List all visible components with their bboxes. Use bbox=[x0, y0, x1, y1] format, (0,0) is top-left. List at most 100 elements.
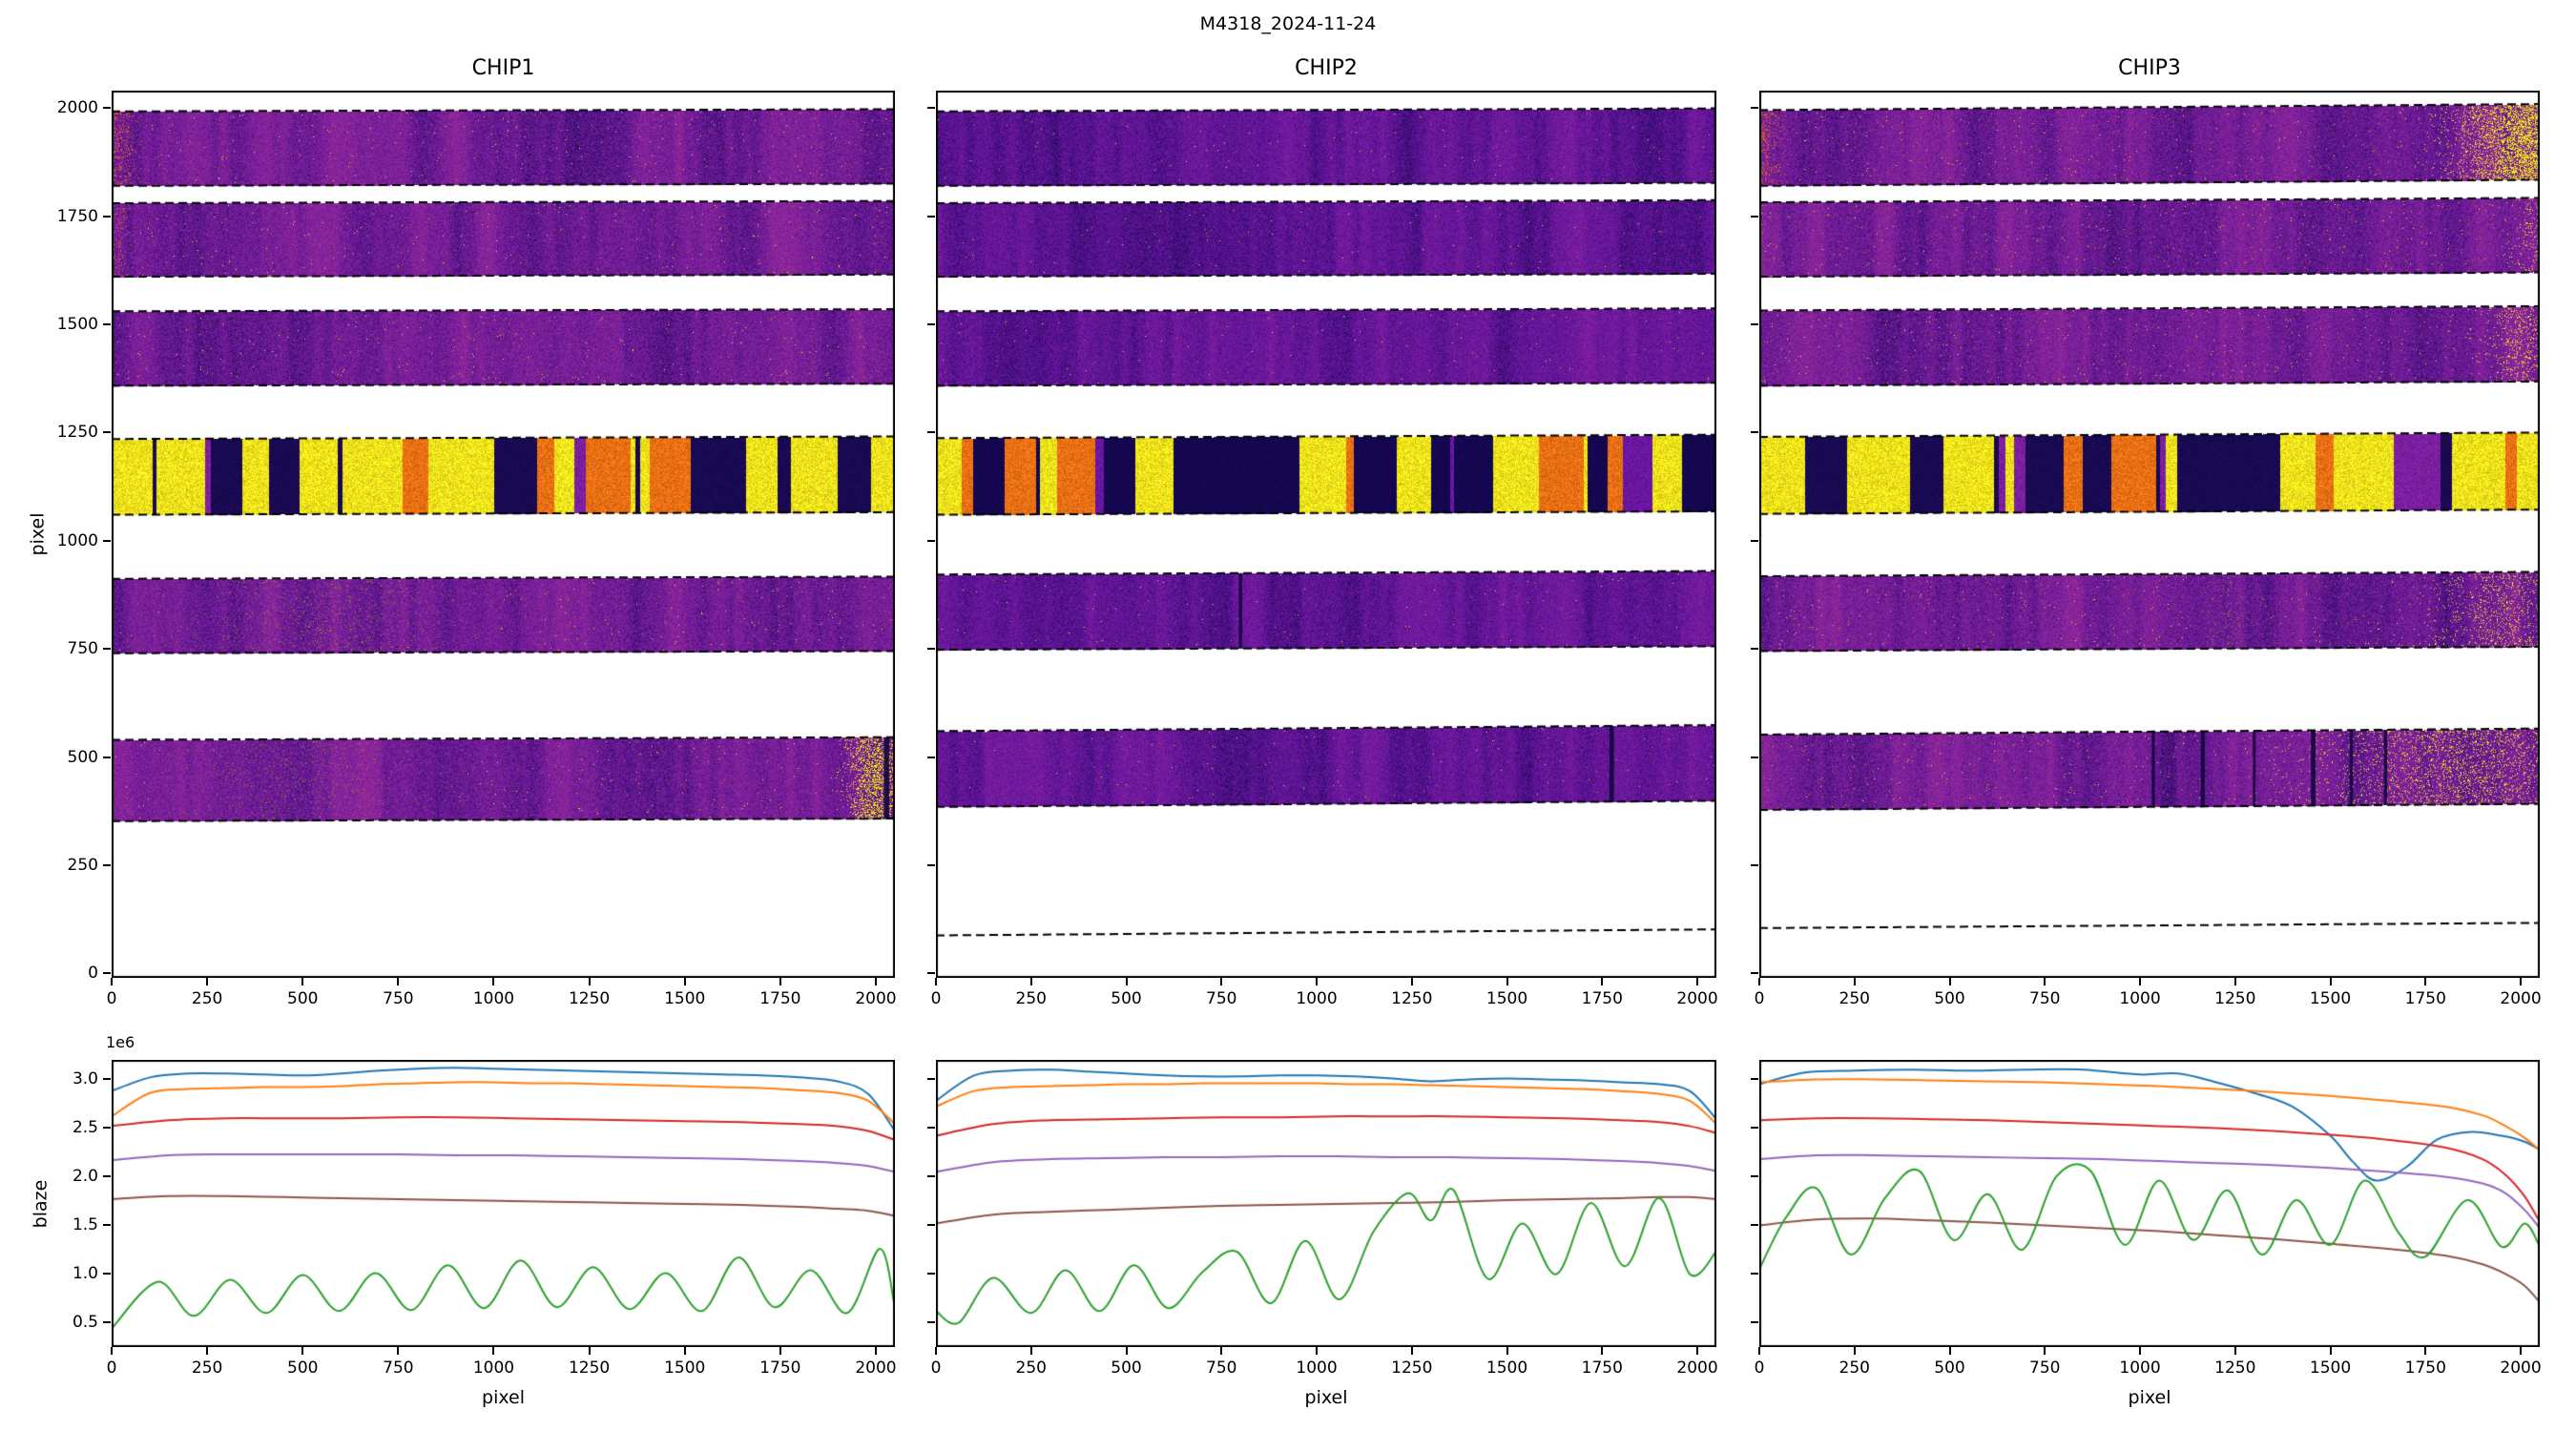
y-tick bbox=[103, 1224, 111, 1227]
x-tick-label: 1750 bbox=[2404, 1358, 2446, 1378]
x-tick-label: 750 bbox=[2029, 989, 2061, 1008]
x-tick bbox=[1601, 1347, 1604, 1355]
y-tick bbox=[1751, 756, 1758, 758]
chip1-image-canvas bbox=[112, 91, 895, 978]
x-tick bbox=[1853, 1347, 1856, 1355]
x-tick bbox=[588, 978, 591, 985]
x-tick bbox=[1220, 978, 1223, 985]
y-tick-label: 250 bbox=[67, 856, 98, 876]
y-tick bbox=[927, 1175, 935, 1178]
x-tick-label: 250 bbox=[191, 989, 223, 1008]
y-tick bbox=[103, 431, 111, 434]
y-tick bbox=[1751, 1321, 1758, 1324]
x-tick bbox=[2520, 1347, 2523, 1355]
y-tick bbox=[1751, 322, 1758, 325]
y-tick bbox=[927, 107, 935, 110]
chip2-title: CHIP2 bbox=[1295, 56, 1358, 80]
x-tick-label: 1000 bbox=[472, 989, 515, 1008]
chip3-title: CHIP3 bbox=[2118, 56, 2181, 80]
y-tick-label: 500 bbox=[67, 747, 98, 767]
x-tick-label: 1000 bbox=[472, 1358, 515, 1378]
x-tick-label: 1500 bbox=[664, 989, 706, 1008]
x-tick bbox=[874, 1347, 877, 1355]
x-tick-label: 1250 bbox=[1391, 1358, 1433, 1378]
x-tick-label: 0 bbox=[1754, 1358, 1765, 1378]
y-tick bbox=[103, 972, 111, 975]
x-tick bbox=[1220, 1347, 1223, 1355]
x-tick bbox=[1316, 978, 1319, 985]
x-tick-label: 500 bbox=[287, 989, 319, 1008]
x-tick-label: 2000 bbox=[2500, 989, 2542, 1008]
x-tick bbox=[111, 1347, 113, 1355]
y-tick-label: 0.5 bbox=[72, 1313, 98, 1333]
y-tick bbox=[927, 215, 935, 218]
x-tick-label: 750 bbox=[383, 989, 414, 1008]
x-tick bbox=[2329, 1347, 2332, 1355]
y-tick bbox=[103, 864, 111, 867]
x-tick bbox=[492, 1347, 495, 1355]
x-tick bbox=[1506, 978, 1508, 985]
chip1-blaze-canvas bbox=[112, 1060, 895, 1347]
x-tick-label: 250 bbox=[1015, 1358, 1047, 1378]
x-tick bbox=[1410, 1347, 1413, 1355]
pixel-x-axis-label-3: pixel bbox=[2128, 1387, 2171, 1408]
x-tick-label: 1000 bbox=[1296, 1358, 1338, 1378]
x-tick-label: 1750 bbox=[1581, 1358, 1623, 1378]
x-tick-label: 250 bbox=[1839, 1358, 1870, 1378]
y-tick-label: 1750 bbox=[56, 206, 98, 226]
x-tick-label: 1000 bbox=[1296, 989, 1338, 1008]
chip3-blaze-panel: pixel 0 250 500 750 1000 1250 1500 1750 2000 bbox=[1751, 1060, 2542, 1408]
y-tick bbox=[927, 1127, 935, 1130]
y-tick-label: 1.0 bbox=[72, 1264, 98, 1284]
y-tick bbox=[1751, 1175, 1758, 1178]
x-tick-label: 750 bbox=[2029, 1358, 2061, 1378]
chip2-blaze-panel: pixel 0 250 500 750 1000 1250 1500 1750 2000 bbox=[927, 1060, 1718, 1408]
x-tick-label: 0 bbox=[1754, 989, 1765, 1008]
x-tick-label: 1250 bbox=[568, 1358, 611, 1378]
x-tick bbox=[301, 1347, 304, 1355]
x-tick-label: 1500 bbox=[664, 1358, 706, 1378]
x-tick-label: 0 bbox=[106, 989, 117, 1008]
x-tick bbox=[2044, 978, 2046, 985]
x-tick-label: 250 bbox=[1015, 989, 1047, 1008]
y-tick-label: 1000 bbox=[56, 530, 98, 550]
x-tick bbox=[1948, 978, 1951, 985]
figure-title: M4318_2024-11-24 bbox=[1199, 13, 1377, 34]
x-tick bbox=[588, 1347, 591, 1355]
x-tick bbox=[2520, 978, 2523, 985]
x-tick bbox=[2329, 978, 2332, 985]
chip2-blaze-canvas bbox=[936, 1060, 1716, 1347]
y-tick bbox=[1751, 215, 1758, 218]
x-tick-label: 2000 bbox=[2500, 1358, 2542, 1378]
y-tick bbox=[103, 1127, 111, 1130]
y-tick bbox=[1751, 1127, 1758, 1130]
x-tick-label: 1250 bbox=[2214, 1358, 2256, 1378]
y-tick bbox=[1751, 648, 1758, 651]
y-tick-label: 1.5 bbox=[72, 1215, 98, 1235]
x-tick-label: 500 bbox=[1111, 1358, 1142, 1378]
y-tick bbox=[927, 1321, 935, 1324]
x-tick-label: 500 bbox=[1934, 1358, 1965, 1378]
x-tick bbox=[206, 1347, 209, 1355]
y-axis-offset-label: 1e6 bbox=[106, 1033, 135, 1051]
x-tick bbox=[2424, 978, 2427, 985]
pixel-x-axis-label-2: pixel bbox=[1304, 1387, 1348, 1408]
x-tick bbox=[1948, 1347, 1951, 1355]
x-tick bbox=[206, 978, 209, 985]
x-tick bbox=[397, 1347, 400, 1355]
x-tick bbox=[1853, 978, 1856, 985]
x-tick bbox=[111, 978, 113, 985]
y-tick bbox=[1751, 864, 1758, 867]
chip1-title: CHIP1 bbox=[471, 56, 535, 80]
y-tick-label: 2.5 bbox=[72, 1118, 98, 1138]
x-tick-label: 1750 bbox=[2404, 989, 2446, 1008]
y-tick-label: 2000 bbox=[56, 98, 98, 118]
y-tick bbox=[103, 1273, 111, 1275]
y-tick bbox=[927, 1224, 935, 1227]
y-tick bbox=[103, 107, 111, 110]
x-tick-label: 0 bbox=[930, 989, 942, 1008]
y-tick bbox=[103, 322, 111, 325]
x-tick bbox=[2139, 978, 2142, 985]
x-tick bbox=[683, 978, 686, 985]
x-tick bbox=[1758, 978, 1760, 985]
